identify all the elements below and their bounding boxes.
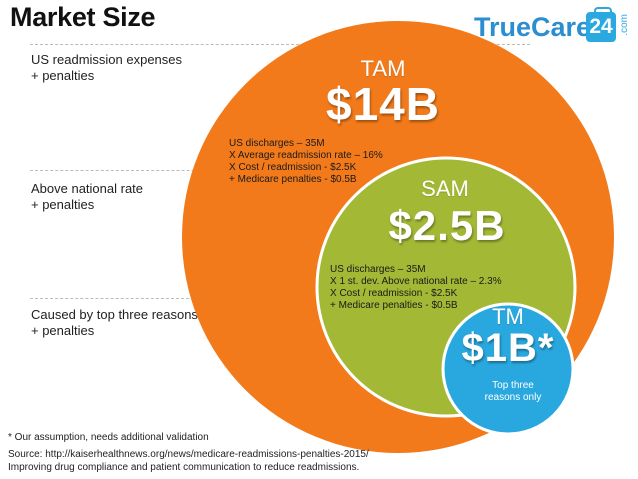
divider-line-tm bbox=[30, 298, 320, 299]
tam-calc-line: + Medicare penalties - $0.5B bbox=[229, 174, 357, 185]
layer-label-sam: Above national rate + penalties bbox=[31, 181, 143, 213]
tam-calc-line: X Cost / readmission - $2.5K bbox=[229, 162, 357, 173]
tm-note-line2: reasons only bbox=[484, 392, 542, 403]
assumption-footnote: * Our assumption, needs additional valid… bbox=[8, 432, 209, 443]
tm-value: $1B* bbox=[461, 326, 555, 370]
tm-circle bbox=[441, 302, 575, 436]
source-footnote: Source: http://kaiserhealthnews.org/news… bbox=[8, 449, 369, 460]
page-title: Market Size bbox=[10, 2, 156, 32]
truecare24-logo: TrueCare 24 .com bbox=[474, 6, 634, 46]
briefcase-handle-icon bbox=[594, 7, 612, 15]
sam-calc-line: + Medicare penalties - $0.5B bbox=[330, 300, 458, 311]
sam-calc-line: X 1 st. dev. Above national rate – 2.3% bbox=[330, 276, 502, 287]
logo-wordmark: TrueCare bbox=[474, 12, 592, 42]
improvement-footnote: Improving drug compliance and patient co… bbox=[8, 462, 360, 473]
tm-label: TM bbox=[492, 304, 524, 329]
tm-note: Top three reasons only bbox=[458, 380, 568, 404]
divider-line-tam bbox=[30, 44, 530, 45]
tam-calculation: US discharges – 35M X Average readmissio… bbox=[229, 138, 383, 186]
layer-label-sam-line2: + penalties bbox=[31, 197, 95, 212]
logo-number-badge: 24 bbox=[586, 12, 616, 42]
layer-label-tam: US readmission expenses + penalties bbox=[31, 52, 182, 84]
tam-label: TAM bbox=[360, 56, 406, 81]
sam-calc-line: X Cost / readmission - $2.5K bbox=[330, 288, 458, 299]
tam-calc-line: X Average readmission rate – 16% bbox=[229, 150, 383, 161]
layer-label-tm-line1: Caused by top three reasons bbox=[31, 307, 198, 322]
layer-label-tam-line1: US readmission expenses bbox=[31, 52, 183, 67]
sam-value: $2.5B bbox=[388, 202, 506, 249]
layer-label-tm-line2: + penalties bbox=[31, 323, 95, 338]
tam-calc-line: US discharges – 35M bbox=[229, 138, 325, 149]
tam-value: $14B bbox=[326, 78, 440, 130]
layer-label-sam-line1: Above national rate bbox=[31, 181, 144, 196]
divider-line-sam bbox=[30, 170, 230, 171]
sam-calculation: US discharges – 35M X 1 st. dev. Above n… bbox=[330, 264, 502, 312]
tm-note-line1: Top three bbox=[492, 380, 534, 391]
sam-calc-line: US discharges – 35M bbox=[330, 264, 426, 275]
layer-label-tam-line2: + penalties bbox=[31, 68, 95, 83]
sam-label: SAM bbox=[421, 176, 469, 201]
layer-label-tm: Caused by top three reasons + penalties bbox=[31, 307, 198, 339]
